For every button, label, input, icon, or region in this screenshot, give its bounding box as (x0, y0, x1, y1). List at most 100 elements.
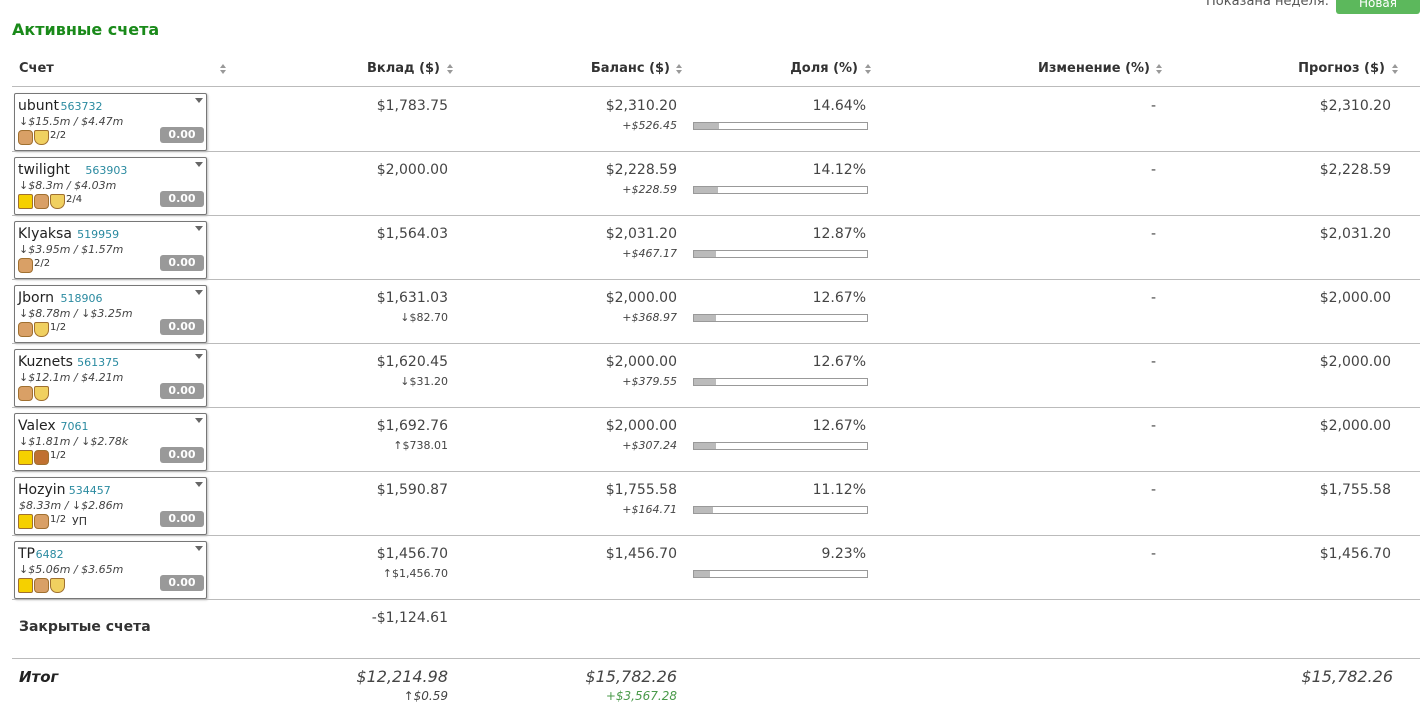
share: 9.23% (821, 546, 866, 562)
forecast: $2,228.59 (1319, 162, 1391, 178)
column-header: Счет (19, 61, 54, 76)
dropdown-arrow[interactable] (195, 418, 203, 423)
change: - (1151, 546, 1157, 562)
account-name: Kuznets (18, 354, 73, 370)
account-id: 518906 (60, 292, 103, 305)
change: - (1151, 482, 1157, 498)
sort-arrow[interactable] (1156, 64, 1162, 74)
total-balance: $15,782.26 (585, 667, 677, 686)
deposit: $1,692.76 (376, 418, 448, 434)
dropdown-arrow[interactable] (195, 546, 203, 551)
forecast: $2,000.00 (1319, 290, 1391, 306)
deposit: $1,631.03 (376, 290, 448, 306)
sort-arrow[interactable] (676, 64, 682, 74)
account-card[interactable]: TP 6482 ↓$5.06m / $3.65m 0.00 (14, 541, 207, 599)
icon (50, 578, 65, 593)
share: 12.67% (812, 418, 866, 434)
deposit-change: ↑$1,456.70 (382, 567, 448, 580)
account-id: 563903 (85, 164, 128, 177)
forecast: $2,031.20 (1319, 226, 1391, 242)
balance: $2,000.00 (605, 354, 677, 370)
dropdown-arrow[interactable] (195, 226, 203, 231)
level-fraction: 1/2 (50, 322, 67, 333)
badge: 0.00 (160, 191, 204, 207)
change: - (1151, 290, 1157, 306)
dropdown-arrow[interactable] (195, 290, 203, 295)
account-card[interactable]: twilight 563903 ↓$8.3m / $4.03m 2/4 0.00 (14, 157, 207, 215)
share: 12.67% (812, 290, 866, 306)
account-card[interactable]: ubunt 563732 ↓$15.5m / $4.47m 2/2 0.00 (14, 93, 207, 151)
deposit: $1,620.45 (376, 354, 448, 370)
balance-change: +$526.45 (622, 119, 677, 132)
sort-arrow[interactable] (447, 64, 453, 74)
badge: 0.00 (160, 319, 204, 335)
account-name: ubunt (18, 98, 59, 114)
share-bar (693, 378, 868, 386)
total-forecast: $15,782.26 (1301, 667, 1393, 686)
new-button[interactable]: Новая (1336, 0, 1420, 14)
deposit: $1,456.70 (376, 546, 448, 562)
total-deposit: $12,214.98 (356, 667, 448, 686)
share-fill (694, 507, 714, 513)
share-bar (693, 442, 868, 450)
account-card[interactable]: Kuznets 561375 ↓$12.1m / $4.21m 0.00 (14, 349, 207, 407)
balance-change: +$379.55 (622, 375, 677, 388)
badge: 0.00 (160, 127, 204, 143)
share: 12.87% (812, 226, 866, 242)
dropdown-arrow[interactable] (195, 482, 203, 487)
balance-change: +$467.17 (622, 247, 677, 260)
change: - (1151, 418, 1157, 434)
balance-change: +$368.97 (622, 311, 677, 324)
balance: $2,031.20 (605, 226, 677, 242)
account-card[interactable]: Jborn 518906 ↓$8.78m / ↓$3.25m 1/2 0.00 (14, 285, 207, 343)
share-bar (693, 122, 868, 130)
account-card[interactable]: Klyaksa 519959 ↓$3.95m / $1.57m 2/2 0.00 (14, 221, 207, 279)
level-fraction: 2/2 (50, 130, 67, 141)
share: 12.67% (812, 354, 866, 370)
account-card[interactable]: Valex 7061 ↓$1.81m / ↓$2.78k 1/2 0.00 (14, 413, 207, 471)
account-name: Klyaksa (18, 226, 72, 242)
dropdown-arrow[interactable] (195, 98, 203, 103)
sort-arrow[interactable] (220, 64, 226, 74)
icon (18, 578, 33, 593)
balance: $2,310.20 (605, 98, 677, 114)
account-stats: ↓$3.95m / $1.57m (19, 243, 124, 256)
balance-change: +$307.24 (622, 439, 677, 452)
forecast: $1,456.70 (1319, 546, 1391, 562)
dropdown-arrow[interactable] (195, 354, 203, 359)
balance-change: +$228.59 (622, 183, 677, 196)
sort-arrow[interactable] (1392, 64, 1398, 74)
account-stats: ↓$8.3m / $4.03m (19, 179, 117, 192)
share-bar (693, 186, 868, 194)
share-bar (693, 506, 868, 514)
account-name: Valex (18, 418, 56, 434)
forecast: $2,000.00 (1319, 354, 1391, 370)
balance-change: +$164.71 (622, 503, 677, 516)
balance: $2,228.59 (605, 162, 677, 178)
deposit: $1,783.75 (376, 98, 448, 114)
account-stats: ↓$1.81m / ↓$2.78k (19, 435, 129, 448)
account-card[interactable]: Hozyin 534457 $8.33m / ↓$2.86m 1/2 УП 0.00 (14, 477, 207, 535)
total-balance-change: +$3,567.28 (605, 689, 677, 703)
shown-label: Показана неделя: (1206, 0, 1330, 9)
icon (34, 130, 49, 145)
change: - (1151, 162, 1157, 178)
icon (18, 322, 33, 337)
share: 11.12% (812, 482, 866, 498)
icon (34, 194, 49, 209)
account-stats: ↓$12.1m / $4.21m (19, 371, 124, 384)
row-line (12, 471, 1420, 472)
dropdown-arrow[interactable] (195, 162, 203, 167)
sort-arrow[interactable] (865, 64, 871, 74)
badge: 0.00 (160, 255, 204, 271)
row-line (12, 279, 1420, 280)
column-header: Прогноз ($) (1298, 61, 1385, 76)
icon (34, 514, 49, 529)
balance: $1,755.58 (605, 482, 677, 498)
account-id: 561375 (77, 356, 120, 369)
share-bar (693, 250, 868, 258)
header-line (12, 86, 1420, 87)
account-stats: ↓$8.78m / ↓$3.25m (19, 307, 133, 320)
column-header: Баланс ($) (590, 61, 670, 76)
icon (18, 514, 33, 529)
